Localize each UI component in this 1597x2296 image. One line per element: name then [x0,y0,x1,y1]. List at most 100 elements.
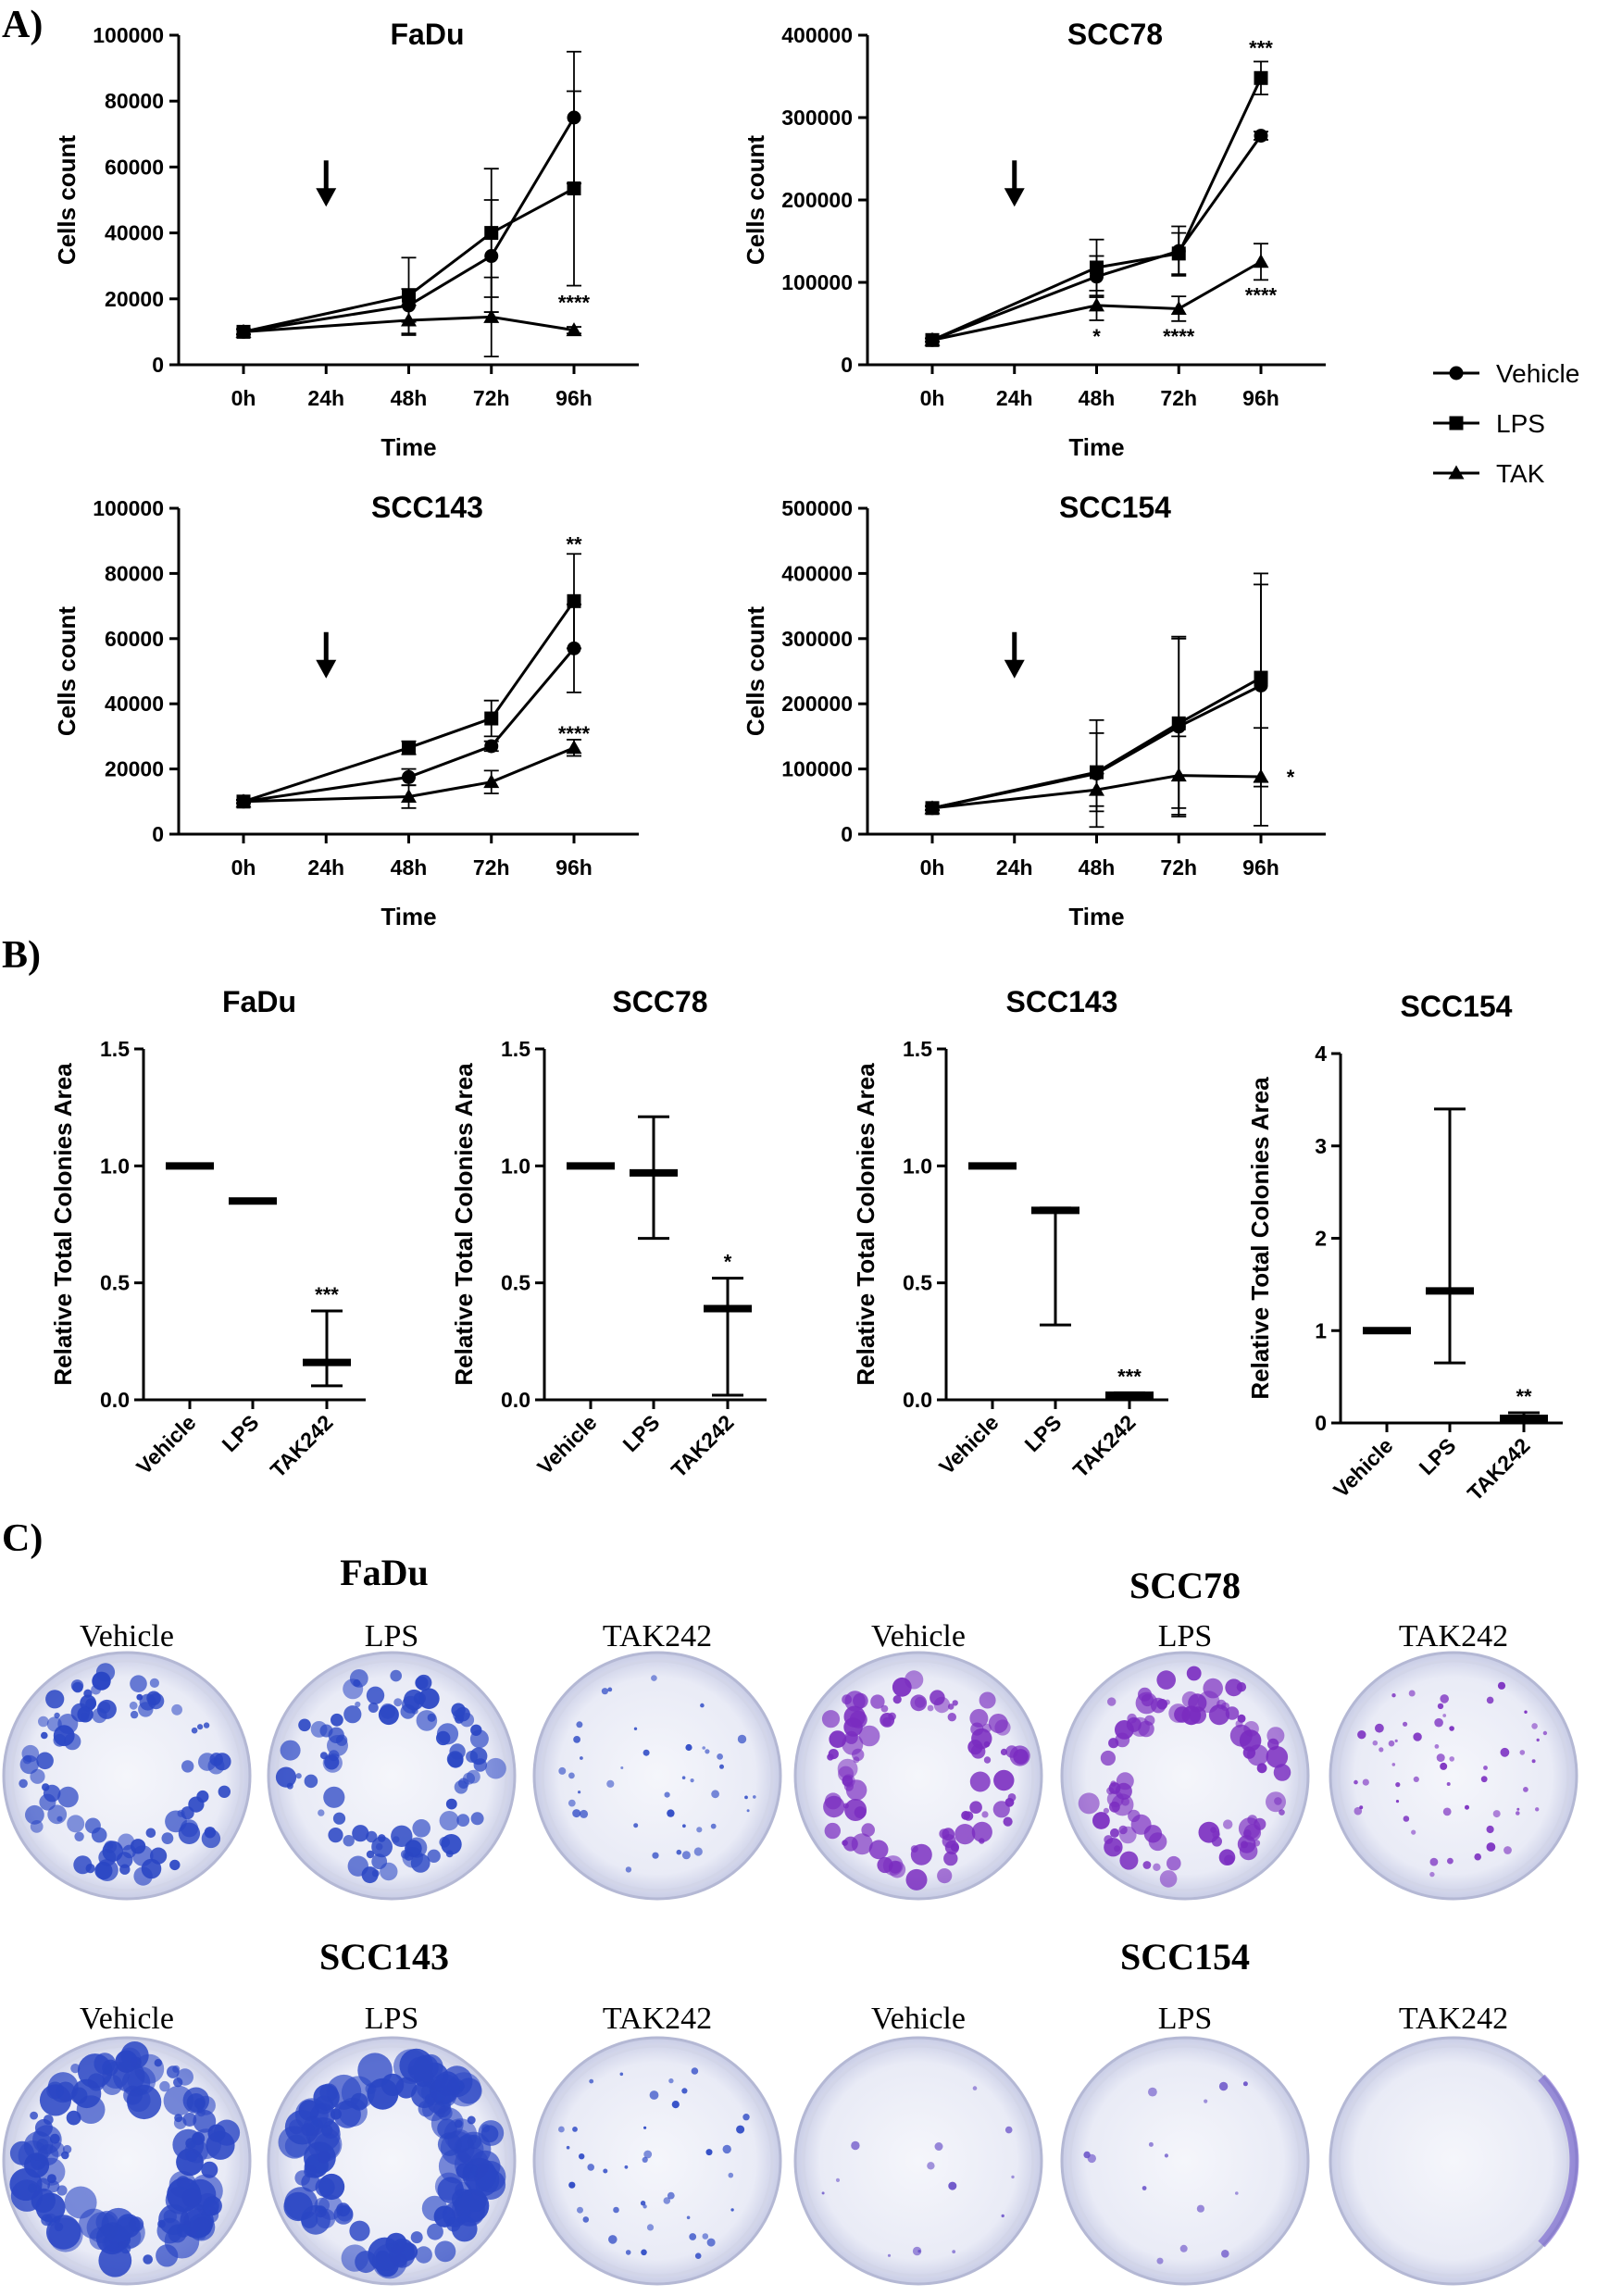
panel-label-b: B) [2,934,41,977]
treatment-arrow-head [316,659,337,679]
colony [1465,1804,1469,1810]
colony [43,1784,61,1803]
colony [914,1696,926,1708]
colony [49,2133,60,2144]
x-tick-label: LPS [1415,1433,1461,1479]
y-tick-label: 0 [1315,1411,1327,1435]
colony [1127,1713,1137,1724]
colony [1167,1855,1181,1871]
colony [954,1824,976,1845]
colony [1156,2257,1164,2265]
colony [402,1847,424,1868]
colony [161,1832,174,1844]
colony [694,2252,702,2259]
colony [705,2149,713,2156]
colony [1181,1691,1199,1708]
data-point [1090,765,1104,780]
colony [1179,2244,1188,2252]
colony [1375,1723,1384,1733]
x-tick-label: TAK242 [667,1410,739,1482]
x-tick-label: 24h [996,386,1033,410]
colony [27,2183,38,2193]
series-line [243,315,575,333]
colony [315,2177,335,2198]
series-lps [236,90,581,339]
colony [1144,1715,1155,1726]
colony [167,2065,180,2078]
colony [1480,1776,1488,1783]
colony [371,1869,380,1878]
colony [439,1811,459,1831]
colony [625,2250,631,2255]
colony [663,2197,671,2204]
colony [371,1836,393,1858]
dish-rim [541,2044,774,2277]
treatment-arrow-head [1004,659,1025,679]
colony [1372,1740,1379,1746]
colony [568,1772,575,1779]
colony [156,2244,179,2267]
colony [993,1769,1015,1791]
colony [1483,1766,1488,1770]
colony [355,2251,378,2274]
colony [933,1696,951,1714]
colony-dish [2,2036,252,2286]
colony [1403,1721,1408,1727]
colony [314,2197,330,2214]
colony [971,1821,992,1842]
colony [706,2238,716,2247]
colony [139,1693,156,1711]
dish-rim [1068,2044,1302,2277]
x-tick-label: 48h [391,386,428,410]
y-tick-label: 400000 [781,23,853,47]
colony [134,2053,165,2084]
legend-label: TAK [1496,459,1545,488]
dot-plot-scc154: 0 1 2 3 4 Vehicle LPS TAK242 SCC154 Relative Tota… [1246,990,1563,1505]
y-tick-label: 0 [152,822,164,846]
colony [719,1764,724,1769]
colony [1474,1853,1481,1861]
data-point [402,288,416,303]
chart-title: SCC78 [1067,18,1163,51]
colony [1119,1826,1137,1844]
colony [1104,1835,1114,1844]
colony [633,1823,639,1828]
colony [892,1677,912,1697]
colony [576,1721,583,1728]
colony [378,1704,399,1726]
colony [427,2223,443,2240]
colony [22,1754,32,1765]
y-axis-label: Cells count [53,606,81,736]
colony [1531,1723,1538,1729]
x-tick-label: 0h [920,855,945,880]
series-line [931,77,1263,342]
dish-rim [802,1659,1035,1892]
colony [728,2172,734,2178]
significance-marker: * [1287,766,1295,789]
series-tak [924,243,1269,346]
colony [441,1834,462,1855]
colony [722,2144,731,2154]
colony [607,1687,613,1692]
data-point [567,181,581,196]
colony [587,2164,594,2171]
colony [969,1801,982,1814]
colony [851,2140,860,2151]
colony [736,2125,745,2134]
chart-title: SCC154 [1401,990,1513,1023]
dish-rim [1337,1659,1570,1892]
colony [321,2124,333,2137]
colony [843,1717,863,1737]
colony [868,1840,889,1860]
colony [717,1753,723,1760]
x-tick-label: LPS [618,1410,665,1456]
mean-group-lps [630,1115,678,1241]
series-tak [235,739,582,809]
colony [641,2249,647,2256]
colony [877,1856,893,1874]
chart-title: SCC143 [1006,985,1118,1018]
colony [888,1712,896,1721]
line-chart-fadu: 0 20000 40000 60000 80000 100000 0h 24h 48h 72h 96… [53,18,639,461]
colony [415,2246,432,2264]
colony [619,2072,624,2077]
